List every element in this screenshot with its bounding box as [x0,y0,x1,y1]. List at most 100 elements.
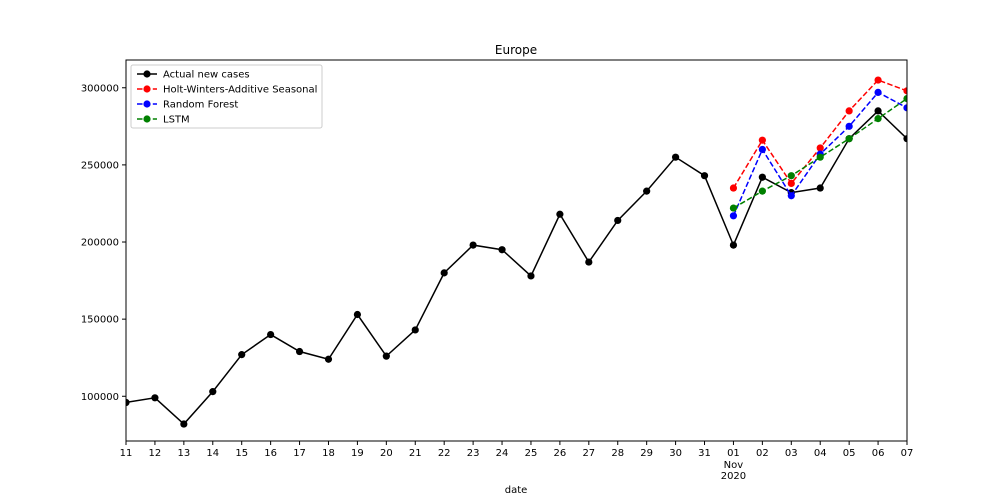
data-point [267,330,275,339]
data-point [151,394,159,402]
data-point [353,310,362,319]
data-point [643,187,651,195]
x-tick-label: 07 [901,448,914,459]
x-tick-label: 21 [409,448,422,459]
x-tick-label: 31 [698,448,711,459]
data-point [498,246,506,254]
data-point [758,145,766,154]
data-point [874,115,882,123]
x-tick-label: 18 [322,448,335,459]
series-0 [126,107,907,428]
data-point [556,210,564,218]
data-point [729,204,738,212]
x-axis-label: date [505,485,528,496]
data-point [758,173,766,181]
x-tick-label: 26 [554,448,567,459]
x-tick-label: 29 [640,448,653,459]
data-point [787,172,795,180]
legend-label: Holt-Winters-Additive Seasonal [163,85,317,96]
series-line [126,109,907,426]
data-point [816,153,824,161]
data-point [700,172,709,180]
x-tick-label: 20 [380,448,393,459]
data-point [845,107,853,115]
data-point [903,87,907,95]
x-tick-year-label: 2020 [721,471,746,482]
y-tick-label: 200000 [81,238,119,249]
legend-label: LSTM [163,115,190,126]
data-point [295,347,304,356]
chart-title: Europe [495,43,537,57]
x-tick-label: 22 [438,448,451,459]
x-tick-label: 14 [206,448,219,459]
data-point [845,135,853,143]
data-point [527,272,535,280]
x-tick-label: 30 [669,448,682,459]
y-tick-label: 150000 [81,315,119,326]
x-tick-label: 03 [785,448,798,459]
legend-marker [143,85,151,93]
x-tick-month-label: Nov [724,460,744,471]
data-point [903,135,907,143]
x-tick-label: 05 [843,448,856,459]
data-point [758,136,766,144]
x-tick-label: 11 [120,448,133,459]
legend: Actual new cases Holt-Winters-Additive Se… [130,64,323,129]
data-point [874,88,882,96]
y-tick-label: 250000 [81,160,119,171]
x-tick-label: 01 [727,448,740,459]
y-axis: 100000 150000 200000 250000 300000 [81,83,126,403]
data-point [816,144,824,152]
x-tick-label: 02 [756,448,769,459]
x-tick-label: 04 [814,448,827,459]
legend-marker [143,115,151,123]
series-1 [729,76,907,192]
x-axis: Nov 2020 11 12 13 14 15 16 17 18 19 20 21 22 23 24 25 2… [120,441,914,482]
data-point [758,187,766,195]
x-tick-label: 27 [582,448,595,459]
x-tick-label: 16 [264,448,277,459]
data-point [903,104,907,112]
x-tick-label: 23 [467,448,480,459]
data-point [585,258,593,266]
data-point [440,269,448,277]
x-tick-label: 24 [496,448,509,459]
legend-label: Random Forest [163,100,238,111]
x-tick-label: 12 [149,448,162,459]
x-tick-label: 06 [872,448,885,459]
data-point [324,355,333,363]
data-point [614,216,622,225]
data-point [469,241,477,249]
x-tick-label: 15 [235,448,248,459]
y-tick-label: 100000 [81,392,119,403]
data-point [180,420,188,428]
x-tick-label: 19 [351,448,364,459]
data-point [874,76,882,84]
y-tick-label: 300000 [81,83,119,94]
x-tick-label: 28 [611,448,624,459]
x-tick-label: 17 [293,448,306,459]
series-layer [126,76,907,428]
data-point [874,107,882,115]
legend-box [130,64,323,129]
data-point [209,388,217,396]
data-point [787,192,795,200]
data-point [816,184,824,192]
legend-marker [143,100,151,108]
data-point [729,241,738,249]
data-point [729,184,738,192]
data-point [671,153,680,161]
series-3 [729,94,907,212]
plot-frame [125,59,908,442]
legend-label: Actual new cases [163,70,250,81]
series-line [732,79,907,189]
data-point [411,326,419,334]
data-point [845,122,853,130]
data-point [238,351,246,359]
data-point [729,212,738,220]
data-point [126,398,130,407]
data-point [787,179,795,188]
x-tick-label: 13 [177,448,190,459]
data-point [382,352,390,360]
